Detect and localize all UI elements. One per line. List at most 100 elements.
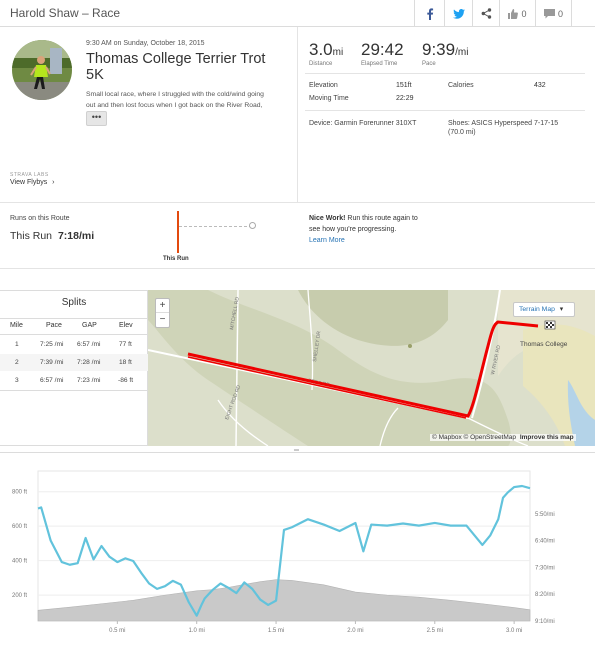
this-run-label: This Run — [10, 230, 53, 242]
split-mile: 3 — [15, 377, 19, 384]
splits-header-gap: GAP — [82, 322, 97, 329]
chevron-down-icon: ▾ — [559, 306, 564, 313]
distance-unit: mi — [332, 47, 344, 58]
elevation-chart-panel: 200 ft 400 ft 600 ft 800 ft 9:10/mi 8:20/mi 7:… — [0, 452, 595, 640]
activity-description: Small local race, where I struggled with… — [86, 89, 286, 111]
splits-title: Splits — [61, 297, 87, 308]
x-tick-label: 1.0 mi — [189, 628, 205, 634]
view-flybys-label: View Flybys — [10, 179, 48, 186]
map-style-label: Terrain Map — [519, 306, 555, 313]
route-heading: Runs on this Route — [10, 215, 70, 222]
moving-time-label: Moving Time — [309, 95, 349, 102]
stats-divider — [305, 73, 585, 74]
table-row[interactable]: 3 6:57 /mi 7:23 /mi -86 ft — [0, 372, 148, 389]
y-left-tick-label: 600 ft — [12, 524, 27, 530]
header-spacer — [571, 0, 595, 27]
y-right-tick-label: 6:40/mi — [535, 539, 555, 545]
split-elev: 18 ft — [119, 359, 132, 366]
shoes-line2: (70.0 mi) — [448, 129, 476, 136]
pace-stat: 9:39/mi — [422, 40, 468, 60]
view-flybys-link[interactable]: View Flybys › — [10, 179, 55, 186]
activity-header: Harold Shaw – Race 0 0 — [0, 0, 595, 27]
map-zoom-control: + − — [155, 298, 170, 328]
y-left-tick-label: 200 ft — [12, 593, 27, 599]
splits-header-divider — [0, 334, 148, 335]
splits-header-elev: Elev — [119, 322, 133, 329]
x-tick-label: 2.0 mi — [347, 628, 363, 634]
calories-label: Calories — [448, 82, 474, 89]
comment-icon — [543, 8, 555, 18]
twitter-icon — [452, 8, 465, 19]
facebook-share-button[interactable] — [414, 0, 444, 27]
calories-value: 432 — [534, 82, 546, 89]
improve-map-link[interactable]: Improve this map — [519, 434, 574, 441]
split-pace: 7:25 /mi — [40, 341, 64, 348]
map-place-label: Thomas College — [520, 341, 568, 348]
show-more-button[interactable]: ••• — [86, 111, 107, 126]
split-mile: 2 — [15, 359, 19, 366]
map-style-select[interactable]: Terrain Map ▾ — [513, 302, 575, 317]
activity-description-line2: out and then lost focus when I got back … — [86, 102, 263, 109]
x-tick-label: 0.5 mi — [109, 628, 125, 634]
kudos-button[interactable]: 0 — [499, 0, 535, 27]
route-polyline — [187, 320, 539, 418]
route-message-line2: see how you're progressing. — [309, 226, 397, 233]
split-gap: 7:23 /mi — [77, 377, 101, 384]
activity-summary-panel — [0, 27, 298, 202]
x-tick-label: 1.5 mi — [268, 628, 284, 634]
activity-datetime: 9:30 AM on Sunday, October 18, 2015 — [86, 40, 205, 47]
zoom-in-button[interactable]: + — [156, 299, 169, 313]
split-gap: 7:28 /mi — [77, 359, 101, 366]
this-run-marker — [177, 211, 179, 253]
comment-button[interactable]: 0 — [535, 0, 571, 27]
stats-divider-2 — [305, 110, 585, 111]
attribution-text[interactable]: © Mapbox © OpenStreetMap — [432, 434, 517, 441]
elevation-value: 151ft — [396, 82, 412, 89]
split-pace: 6:57 /mi — [40, 377, 64, 384]
distance-value: 3.0 — [309, 40, 333, 59]
nice-work-label: Nice Work! — [309, 215, 346, 222]
y-left-tick-label: 800 ft — [12, 490, 27, 496]
activity-title-line2: 5K — [86, 67, 104, 83]
splits-header-mile: Mile — [10, 322, 23, 329]
map-attribution: © Mapbox © OpenStreetMap Improve this ma… — [430, 434, 576, 441]
route-endpoint-dot — [249, 222, 256, 229]
route-trend-line — [179, 226, 252, 227]
zoom-out-button[interactable]: − — [159, 314, 166, 325]
share-button[interactable] — [472, 0, 499, 27]
y-right-tick-label: 5:50/mi — [535, 512, 555, 518]
section-divider — [0, 202, 595, 203]
route-message-line1: Run this route again to — [345, 215, 418, 222]
comment-count: 0 — [557, 8, 563, 19]
page-title: Harold Shaw – Race — [10, 6, 121, 20]
table-row[interactable]: 1 7:25 /mi 6:57 /mi 77 ft — [0, 336, 148, 353]
athlete-photo — [12, 40, 72, 100]
splits-header-pace: Pace — [46, 322, 62, 329]
elapsed-stat: 29:42 — [361, 40, 404, 60]
moving-time-value: 22:29 — [396, 95, 414, 102]
road-label: SHELLEY DR — [312, 330, 322, 362]
splits-title-divider — [0, 318, 148, 319]
twitter-share-button[interactable] — [444, 0, 472, 27]
y-left-tick-label: 400 ft — [12, 559, 27, 565]
y-right-tick-label: 7:30/mi — [535, 565, 555, 571]
share-icon — [481, 8, 491, 19]
table-row[interactable]: 2 7:39 /mi 7:28 /mi 18 ft — [0, 354, 148, 371]
pace-line — [37, 484, 531, 617]
split-pace: 7:39 /mi — [40, 359, 64, 366]
elevation-pace-chart[interactable]: 200 ft 400 ft 600 ft 800 ft 9:10/mi 8:20/mi 7:… — [0, 453, 595, 641]
route-polyline-return — [187, 356, 467, 419]
resize-handle-icon[interactable]: ═ — [294, 447, 299, 454]
shoes-line1: Shoes: ASICS Hyperspeed 7-17-15 — [448, 120, 559, 127]
distance-stat: 3.0mi — [309, 40, 343, 60]
activity-title: Thomas College Terrier Trot 5K — [86, 51, 276, 83]
activity-title-line1: Thomas College Terrier Trot — [86, 51, 266, 67]
activity-description-line1: Small local race, where I struggled with… — [86, 91, 264, 98]
shoes-info[interactable]: Shoes: ASICS Hyperspeed 7-17-15 (70.0 mi… — [448, 120, 558, 136]
kudos-count: 0 — [521, 8, 527, 19]
chevron-right-icon: › — [52, 179, 55, 186]
elapsed-label: Elapsed Time — [361, 61, 398, 67]
pace-label: Pace — [422, 61, 436, 67]
learn-more-link[interactable]: Learn More — [309, 237, 345, 244]
athlete-avatar[interactable] — [12, 40, 72, 100]
